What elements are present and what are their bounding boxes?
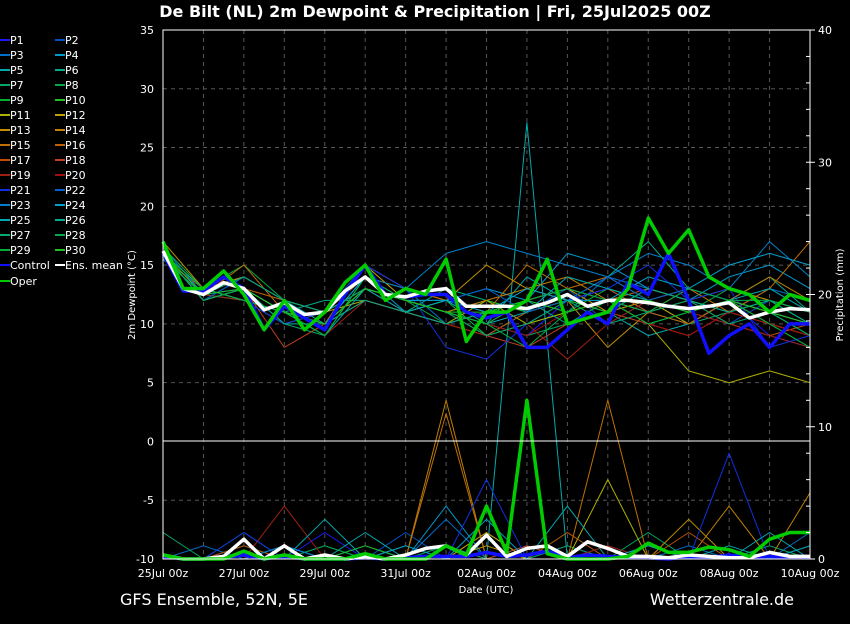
- legend-label: P13: [10, 124, 31, 137]
- x-tick-label: 25Jul 00z: [138, 567, 189, 580]
- x-tick-label: 02Aug 00z: [457, 567, 516, 580]
- legend: P1 P2 P3 P4 P5 P6 P7 P8 P9 P10 P11 P12 P13 P14 P15 P16 P…: [0, 34, 123, 288]
- ens-mean-precip-line: [162, 533, 810, 561]
- y-tick-label: 25: [140, 142, 154, 155]
- legend-label: P17: [10, 154, 31, 167]
- legend-label: P21: [10, 184, 31, 197]
- legend-label: P18: [65, 154, 86, 167]
- legend-label: P23: [10, 199, 31, 212]
- footer-left: GFS Ensemble, 52N, 5E: [120, 590, 308, 609]
- legend-label: P19: [10, 169, 31, 182]
- legend-label: P6: [65, 64, 79, 77]
- y-tick-label: 15: [140, 259, 154, 272]
- legend-label: P26: [65, 214, 86, 227]
- y2-tick-label: 30: [818, 156, 832, 169]
- y-tick-label: 5: [147, 377, 154, 390]
- y2-tick-label: 0: [818, 553, 825, 566]
- y-axis-label: 2m Dewpoint (°C): [127, 250, 138, 340]
- legend-label: Ens. mean: [65, 259, 123, 272]
- p5-precip-line: [163, 122, 810, 560]
- legend-label: P27: [10, 229, 31, 242]
- legend-label: P5: [10, 64, 24, 77]
- legend-label: Control: [10, 259, 50, 272]
- y2-tick-label: 20: [818, 289, 832, 302]
- ens-mean-dewpoint-line: [161, 250, 811, 320]
- y-tick-label: -5: [143, 494, 154, 507]
- x-tick-label: 31Jul 00z: [380, 567, 431, 580]
- legend-label: P1: [10, 34, 24, 47]
- legend-label: P10: [65, 94, 86, 107]
- legend-label: P11: [10, 109, 31, 122]
- x-tick-label: 10Aug 00z: [781, 567, 840, 580]
- y-tick-label: 35: [140, 24, 154, 37]
- key-lines: [161, 216, 811, 561]
- legend-label: P9: [10, 94, 24, 107]
- x-tick-label: 04Aug 00z: [538, 567, 597, 580]
- legend-label: P7: [10, 79, 24, 92]
- legend-label: P14: [65, 124, 86, 137]
- y2-tick-label: 10: [818, 421, 832, 434]
- x-tick-label: 29Jul 00z: [299, 567, 350, 580]
- legend-label: P28: [65, 229, 86, 242]
- p6-dewpoint-line: [162, 241, 811, 313]
- y-tick-label: 10: [140, 318, 154, 331]
- legend-label: P8: [65, 79, 79, 92]
- y2-axis-label: Precipitation (mm): [835, 248, 846, 341]
- legend-label: P2: [65, 34, 79, 47]
- legend-label: P20: [65, 169, 86, 182]
- legend-label: P16: [65, 139, 86, 152]
- legend-label: P22: [65, 184, 86, 197]
- axes: -10 -5 0 5 10 15 20 25 30 35 0 10 20 30 40 25Jul 00z 27J…: [136, 24, 840, 580]
- y-tick-label: -10: [136, 553, 154, 566]
- legend-label: P12: [65, 109, 86, 122]
- legend-label: P4: [65, 49, 79, 62]
- footer-right: Wetterzentrale.de: [650, 590, 794, 609]
- member-lines: [162, 122, 811, 560]
- oper-dewpoint-line: [161, 216, 811, 344]
- legend-label: P3: [10, 49, 24, 62]
- x-tick-label: 06Aug 00z: [619, 567, 678, 580]
- legend-label: P29: [10, 244, 31, 257]
- x-axis-label: Date (UTC): [459, 585, 514, 596]
- legend-label: P25: [10, 214, 31, 227]
- legend-label: P30: [65, 244, 86, 257]
- y2-tick-label: 40: [818, 24, 832, 37]
- x-tick-label: 08Aug 00z: [700, 567, 759, 580]
- legend-label: Oper: [10, 275, 37, 288]
- legend-label: P24: [65, 199, 86, 212]
- y-tick-label: 20: [140, 200, 154, 213]
- oper-precip-line: [162, 398, 810, 561]
- p21-dewpoint-line: [162, 253, 811, 360]
- y-tick-label: 30: [140, 83, 154, 96]
- y-tick-label: 0: [147, 435, 154, 448]
- legend-label: P15: [10, 139, 31, 152]
- chart-title: De Bilt (NL) 2m Dewpoint & Precipitation…: [159, 2, 711, 22]
- x-tick-label: 27Jul 00z: [219, 567, 270, 580]
